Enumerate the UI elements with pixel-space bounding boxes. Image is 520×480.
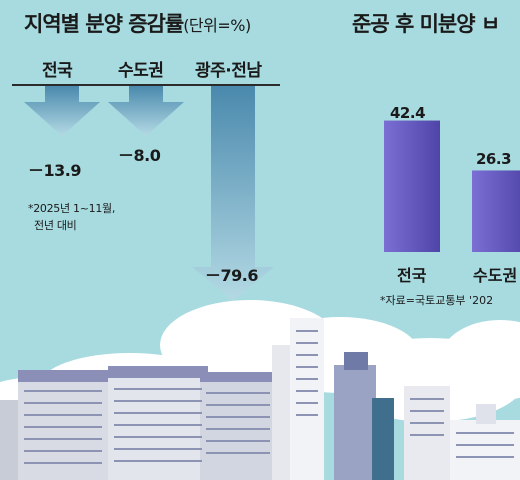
vertical-bar — [384, 120, 440, 252]
footnote-line: 전년 대비 — [34, 219, 77, 232]
footnote-line: *2025년 1~11월, — [28, 202, 116, 215]
right-value-label: 42.4 — [390, 104, 426, 122]
right-value-label: 26.3 — [476, 150, 512, 168]
left-category-label: 수도권 — [118, 61, 164, 81]
right-chart-title: 준공 후 미분양 ㅂ — [352, 12, 500, 36]
right-category-label: 수도권 — [473, 266, 518, 285]
window-pattern — [24, 330, 514, 464]
left-value-label: －13.9 — [28, 161, 81, 180]
left-category-label: 전국 — [42, 61, 73, 81]
left-chart-unit: (단위=%) — [183, 16, 251, 35]
source-note: *자료=국토교통부 '202 — [380, 294, 494, 307]
left-value-label: －8.0 — [118, 146, 161, 165]
left-arrow-marks — [24, 86, 274, 301]
down-arrow-bar — [192, 86, 274, 301]
down-arrow-bar — [24, 86, 100, 136]
down-arrow-bar — [108, 86, 184, 136]
left-value-label: －79.6 — [205, 266, 258, 285]
right-bar-marks — [384, 120, 520, 252]
vertical-bar — [472, 170, 520, 252]
right-category-label: 전국 — [397, 266, 427, 285]
left-chart-title: 지역별 분양 증감률(단위=%) — [24, 8, 251, 38]
left-baseline — [12, 84, 280, 86]
left-category-label: 광주·전남 — [195, 61, 262, 81]
left-chart-title-text: 지역별 분양 증감률 — [24, 12, 184, 36]
